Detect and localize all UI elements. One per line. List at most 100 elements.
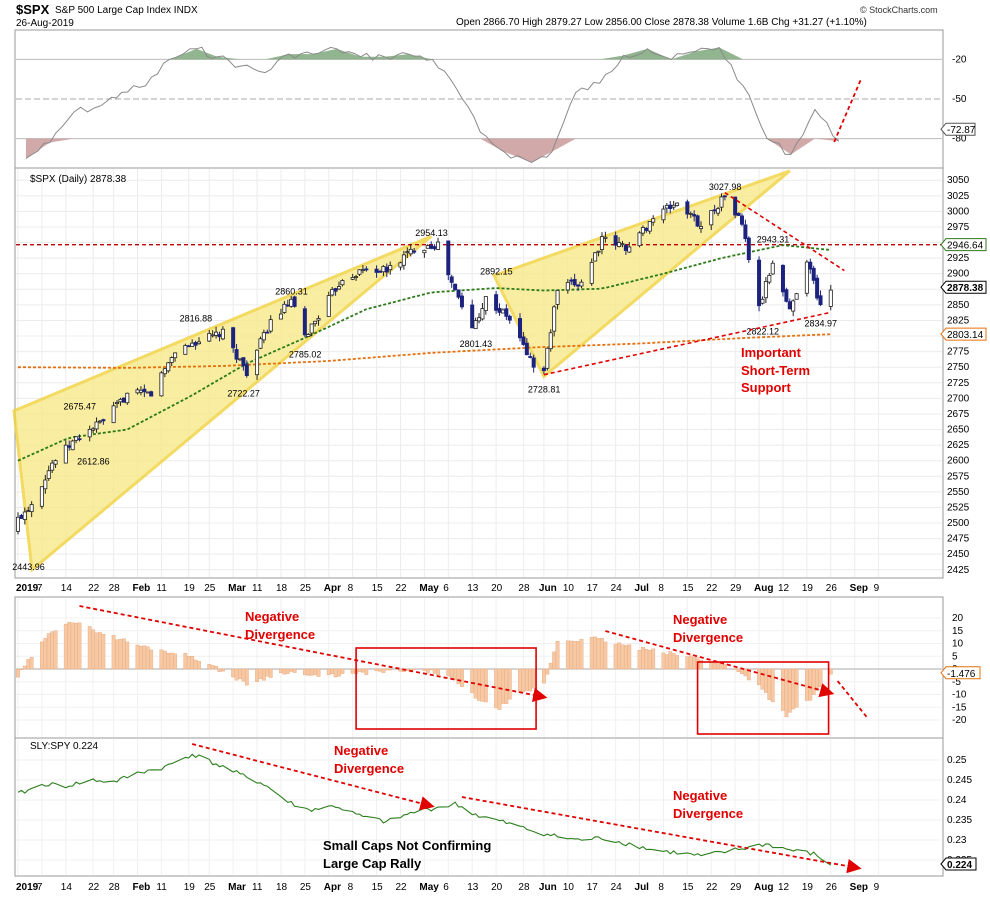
candle-body [193,342,198,346]
price-label: 2785.02 [289,349,322,359]
candle-body [432,246,437,250]
candle-body [692,214,697,217]
candle-body [398,262,403,268]
momentum-bar [569,640,574,670]
momentum-divergence-2-line-2: Divergence [673,630,743,645]
momentum-bar [647,650,652,670]
momentum-bar [545,668,550,675]
ratio-x-tick-label: 28 [109,882,121,893]
ratio-x-tick-label: 14 [61,882,73,893]
price-label: 2728.81 [528,384,561,394]
momentum-y-tick-label: 15 [952,626,964,637]
price-x-tick-label: Aug [754,583,773,594]
candle-body [115,402,120,405]
momentum-bar [173,653,177,670]
candle-body [244,364,249,376]
momentum-bar [190,655,195,670]
momentum-bar [808,668,813,701]
candle-body [166,362,171,372]
ratio-x-tick-label: Jul [635,882,650,893]
momentum-bar [94,632,99,670]
momentum-bar [791,668,796,710]
momentum-bar [162,650,167,670]
candle-body [50,462,55,471]
candle-body [497,307,502,313]
candle-body [241,357,246,367]
ratio-y-tick-label: 0.23 [947,835,967,846]
candle-body [43,479,48,490]
candle-body [306,334,311,337]
candle-body [815,277,820,299]
price-x-tick-label: 26 [826,583,838,594]
candle-body [709,210,714,226]
divergence-box-2 [696,661,830,735]
candle-body [63,444,68,464]
momentum-bar [781,668,785,711]
momentum-bar [67,621,72,670]
candle-body [736,212,741,216]
price-x-tick-label: Mar [228,583,246,594]
momentum-bar [326,668,331,676]
momentum-bar [29,657,34,670]
candle-body [804,261,809,294]
momentum-current-label: -1.476 [947,669,976,680]
ratio-x-tick-label: 17 [587,882,599,893]
candle-body [459,295,464,308]
momentum-bar [98,632,102,670]
price-x-tick-label: 19 [184,583,196,594]
candle-body [576,284,581,287]
ratio-y-tick-label: 0.245 [947,775,972,786]
momentum-bar [361,668,365,673]
ratio-x-tick-label: 6 [443,882,449,893]
candle-body [552,306,557,332]
momentum-bar [828,668,833,675]
momentum-bar [641,647,645,670]
momentum-bar [671,653,676,670]
candle-body [746,237,751,261]
momentum-bar [255,668,259,683]
price-current-label-1: 2946.64 [947,241,984,252]
price-label: 2860.31 [275,286,308,296]
momentum-bar [620,644,625,670]
momentum-bar [197,661,201,670]
momentum-bar [528,668,533,692]
momentum-bar [231,668,236,678]
ratio-x-tick-label: 2019 [16,882,39,893]
ratio-y-tick-label: 0.24 [947,795,967,806]
momentum-bar [111,635,116,670]
candle-body [425,245,430,249]
ratio-x-tick-label: Sep [850,882,868,893]
price-y-tick-label: 2450 [947,549,970,560]
candle-body [101,419,106,422]
momentum-bar [784,668,789,718]
ratio-divergence-arrow-1 [191,743,435,811]
header-symbol: $SPX [16,2,50,17]
candle-body [173,352,178,359]
price-label: 2822.12 [746,326,779,336]
candle-body [593,252,598,262]
ratio-x-tick-label: 28 [518,882,530,893]
price-x-tick-label: 2019 [16,583,39,594]
momentum-bar [501,668,505,704]
momentum-bar [193,659,198,670]
candle-body [695,215,700,227]
momentum-bar [460,668,464,687]
momentum-bar [46,633,51,670]
support-annotation-line-2: Short-Term [741,363,810,378]
candle-body [767,274,772,283]
rising-wedge-1 [12,234,433,573]
candle-body [333,288,338,292]
momentum-bar [446,668,451,677]
momentum-bar [149,649,154,670]
momentum-bar [453,668,458,681]
moving-average-50 [17,244,831,462]
price-x-tick-label: 14 [61,583,73,594]
candle-body [149,391,154,397]
price-label: 2675.47 [63,402,96,412]
momentum-bar [217,668,222,672]
momentum-bar [357,668,362,672]
momentum-bar [422,668,427,671]
ratio-x-tick-label: 8 [348,882,354,893]
candle-body [313,320,318,325]
ratio-x-tick-label: 26 [826,882,838,893]
